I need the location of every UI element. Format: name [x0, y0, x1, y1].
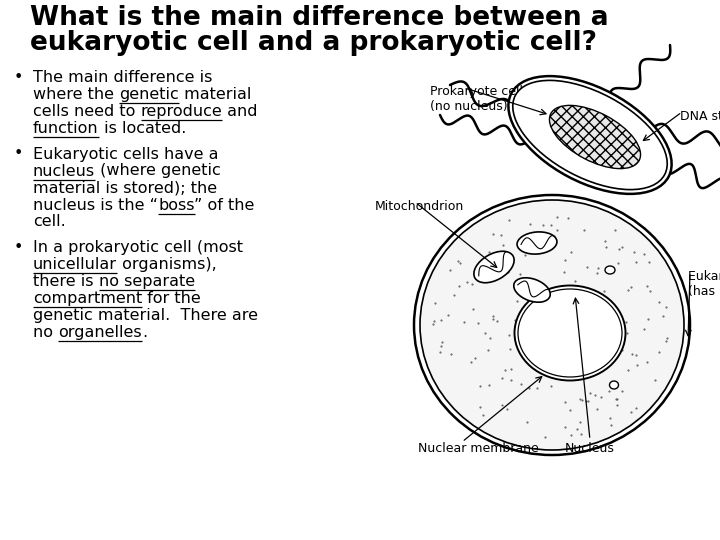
Text: where the: where the [33, 87, 119, 102]
Text: no: no [33, 325, 58, 340]
Text: and: and [222, 104, 258, 119]
Text: eukaryotic cell and a prokaryotic cell?: eukaryotic cell and a prokaryotic cell? [30, 30, 597, 56]
Ellipse shape [474, 251, 514, 283]
Text: cells need to: cells need to [33, 104, 140, 119]
Ellipse shape [515, 286, 626, 381]
Text: is located.: is located. [99, 121, 186, 136]
Text: organelles: organelles [58, 325, 142, 340]
Text: function: function [33, 121, 99, 136]
Text: genetic material.  There are: genetic material. There are [33, 308, 258, 323]
Text: DNA strands: DNA strands [680, 110, 720, 123]
Ellipse shape [414, 195, 690, 455]
Text: reproduce: reproduce [140, 104, 222, 119]
Text: cell.: cell. [33, 214, 66, 230]
Text: Nuclear membrane: Nuclear membrane [418, 442, 539, 455]
Text: boss: boss [158, 198, 194, 213]
Ellipse shape [420, 200, 684, 450]
Text: no separate: no separate [99, 274, 194, 289]
Ellipse shape [605, 266, 615, 274]
Ellipse shape [513, 80, 667, 190]
Text: .: . [142, 325, 147, 340]
Text: ” of the: ” of the [194, 198, 255, 213]
Text: material is stored); the: material is stored); the [33, 180, 217, 195]
Ellipse shape [508, 76, 672, 194]
Text: genetic: genetic [119, 87, 179, 102]
Text: In a prokaryotic cell (most: In a prokaryotic cell (most [33, 240, 243, 255]
Text: material: material [179, 87, 251, 102]
Ellipse shape [514, 278, 550, 302]
Text: •: • [14, 70, 23, 85]
Text: •: • [14, 240, 23, 255]
Text: •: • [14, 146, 23, 161]
Text: Eukaryotic cells have a: Eukaryotic cells have a [33, 146, 218, 161]
Ellipse shape [549, 105, 641, 168]
Text: (where genetic: (where genetic [95, 164, 221, 179]
Text: Prokaryote cell
(no nucleus): Prokaryote cell (no nucleus) [430, 85, 523, 113]
Text: there is: there is [33, 274, 99, 289]
Ellipse shape [517, 232, 557, 254]
Text: Eukaryote cell
(has nucleus): Eukaryote cell (has nucleus) [688, 270, 720, 298]
Text: compartment: compartment [33, 291, 143, 306]
Text: organisms),: organisms), [117, 257, 217, 272]
Text: Mitochondrion: Mitochondrion [375, 200, 464, 213]
Text: unicellular: unicellular [33, 257, 117, 272]
Text: Nucleus: Nucleus [565, 442, 615, 455]
Ellipse shape [610, 381, 618, 389]
Text: nucleus is the “: nucleus is the “ [33, 198, 158, 213]
Text: nucleus: nucleus [33, 164, 95, 179]
Ellipse shape [518, 289, 622, 377]
Text: What is the main difference between a: What is the main difference between a [30, 5, 608, 31]
Text: for the: for the [143, 291, 201, 306]
Text: The main difference is: The main difference is [33, 70, 212, 85]
